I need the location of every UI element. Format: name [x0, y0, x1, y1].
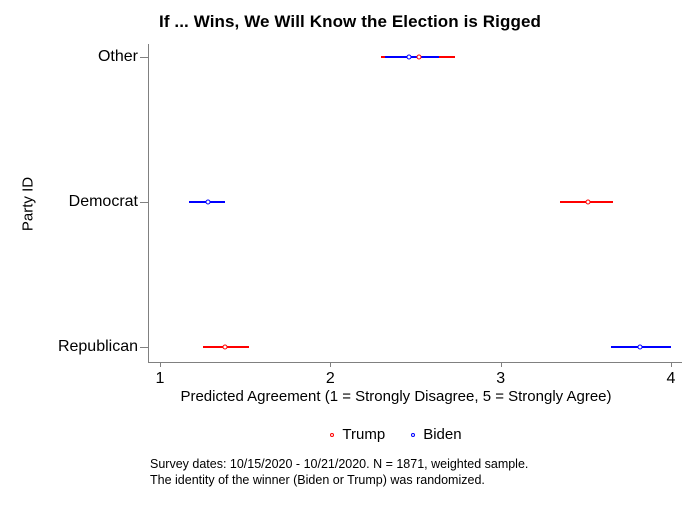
biden-marker-icon — [411, 432, 416, 437]
point-trump-other — [416, 54, 422, 60]
x-tick-label: 2 — [325, 370, 335, 387]
y-category-label-democrat: Democrat — [68, 193, 138, 210]
plot-area: 1 2 3 4 — [140, 44, 682, 387]
x-tick-label: 1 — [155, 370, 165, 387]
y-category-label-republican: Republican — [57, 338, 138, 355]
footnotes: Survey dates: 10/15/2020 - 10/21/2020. N… — [150, 457, 690, 488]
point-biden-other — [406, 54, 412, 60]
legend-label-trump: Trump — [342, 426, 386, 443]
x-tick-mark — [160, 362, 161, 367]
y-tick-mark — [140, 57, 148, 58]
x-tick-label: 3 — [496, 370, 506, 387]
point-biden-democrat — [205, 199, 211, 205]
footnote-line-1: Survey dates: 10/15/2020 - 10/21/2020. N… — [150, 457, 529, 471]
legend: Trump Biden — [93, 426, 699, 443]
legend-label-biden: Biden — [423, 426, 462, 443]
x-tick-mark — [500, 362, 502, 367]
x-tick-mark — [670, 362, 672, 367]
footnote-line-2: The identity of the winner (Biden or Tru… — [150, 472, 485, 487]
trump-marker-icon — [330, 432, 335, 437]
y-tick-mark — [140, 202, 148, 203]
point-biden-republican — [637, 344, 643, 350]
y-category-label-other: Other — [97, 48, 138, 65]
y-tick-mark — [140, 347, 148, 348]
legend-item-biden: Biden — [411, 426, 462, 443]
legend-item-trump: Trump — [330, 426, 385, 443]
point-trump-republican — [222, 344, 228, 350]
x-axis-title: Predicted Agreement (1 = Strongly Disagr… — [180, 388, 612, 405]
x-tick-label: 4 — [666, 370, 676, 387]
x-tick-mark — [330, 362, 332, 367]
chart-title: If ... Wins, We Will Know the Election i… — [159, 12, 541, 31]
point-trump-democrat — [585, 199, 591, 205]
ci-line-biden-other — [384, 56, 440, 58]
